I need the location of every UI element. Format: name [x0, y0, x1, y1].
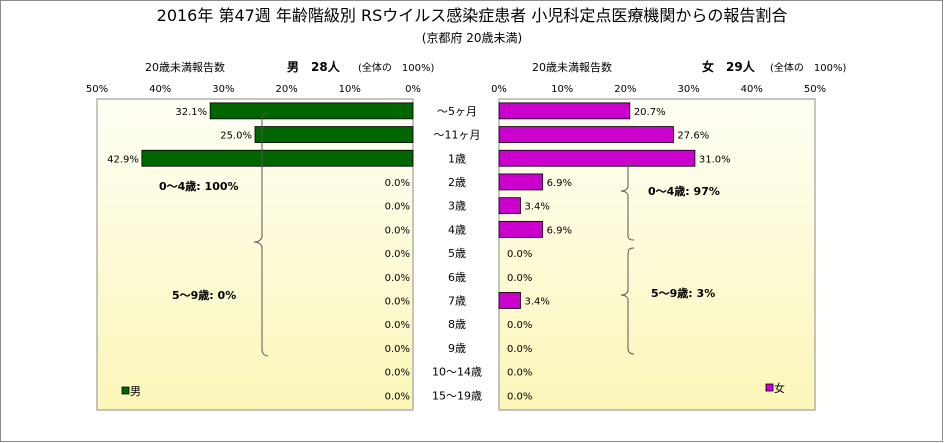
female-bar — [498, 102, 631, 120]
category-label: ～11ヶ月 — [434, 129, 481, 142]
female-data-label: 0.0% — [507, 391, 532, 402]
male-tick-label: 30% — [212, 84, 234, 95]
male-tick-label: 10% — [339, 84, 361, 95]
female-data-label: 6.9% — [547, 178, 572, 189]
male-count-label: 20歳未満報告数 — [145, 61, 225, 74]
male-bracket-0-4 — [253, 112, 269, 249]
category-label: 5歳 — [448, 247, 466, 260]
female-data-label: 20.7% — [634, 107, 666, 118]
female-legend-swatch — [765, 383, 774, 392]
male-data-label: 32.1% — [175, 107, 207, 118]
category-label: 4歳 — [448, 223, 466, 236]
female-tick-label: 0% — [491, 84, 507, 95]
female-bracket-5-9 — [620, 247, 635, 355]
female-data-label: 3.4% — [524, 296, 549, 307]
female-data-label: 3.4% — [524, 202, 549, 213]
female-data-label: 0.0% — [507, 249, 532, 260]
female-series: 20.7% 27.6% 31.0% 6.9% 3.4% 6.9% 0.0% 0.0% 3.4% 0… — [498, 102, 731, 402]
male-group-label-5-9: 5～9歳: 0% — [172, 288, 236, 302]
male-legend-swatch — [121, 386, 130, 395]
female-bracket-0-4 — [620, 163, 635, 241]
male-data-label: 0.0% — [385, 320, 410, 331]
category-label: 8歳 — [448, 318, 466, 331]
female-data-label: 0.0% — [507, 344, 532, 355]
male-data-label: 0.0% — [385, 296, 410, 307]
male-legend-label: 男 — [130, 385, 141, 398]
female-tick-label: 20% — [614, 84, 636, 95]
male-data-label: 42.9% — [107, 154, 139, 165]
female-count-label: 20歳未満報告数 — [532, 61, 612, 74]
male-group-label-0-4: 0～4歳: 100% — [159, 179, 239, 193]
male-data-label: 0.0% — [385, 225, 410, 236]
category-label: 6歳 — [448, 271, 466, 284]
male-plot-area — [96, 98, 414, 411]
male-tick-label: 20% — [275, 84, 297, 95]
category-label: 2歳 — [448, 176, 466, 189]
male-bar — [209, 102, 414, 120]
female-bar — [498, 173, 544, 191]
male-tick-label: 40% — [149, 84, 171, 95]
category-label: 10～14歳 — [432, 366, 482, 379]
category-label: 9歳 — [448, 342, 466, 355]
female-plot-area — [498, 98, 816, 411]
female-legend: 女 — [765, 381, 785, 395]
chart-subtitle: (京都府 20歳未満) — [422, 30, 522, 45]
male-data-label: 0.0% — [385, 178, 410, 189]
male-bracket-5-9 — [261, 248, 269, 357]
male-tick-label: 0% — [405, 84, 421, 95]
female-header-title: 女 29人 — [702, 59, 756, 74]
male-data-label: 25.0% — [220, 131, 252, 142]
female-data-label: 0.0% — [507, 320, 532, 331]
category-label: 3歳 — [448, 200, 466, 213]
male-data-label: 0.0% — [385, 344, 410, 355]
male-header-note: (全体の 100%) — [358, 61, 434, 74]
male-series: 32.1% 25.0% 42.9% 0.0% 0.0% 0.0% 0.0% 0.0% 0.0% 0… — [107, 102, 414, 402]
female-bar — [498, 126, 674, 143]
category-label: 1歳 — [448, 152, 466, 165]
female-header-note: (全体の 100%) — [770, 61, 846, 74]
male-x-axis: 50% 40% 30% 20% 10% 0% — [86, 84, 421, 95]
female-tick-label: 30% — [677, 84, 699, 95]
female-brackets — [620, 163, 635, 355]
female-bar — [498, 220, 544, 238]
female-data-label: 0.0% — [507, 273, 532, 284]
male-legend: 男 — [121, 385, 141, 398]
female-data-label: 6.9% — [547, 225, 572, 236]
male-tick-label: 50% — [86, 84, 108, 95]
female-data-label: 27.6% — [677, 131, 709, 142]
male-bar — [254, 126, 414, 143]
male-header-title: 男 28人 — [287, 59, 341, 74]
male-data-label: 0.0% — [385, 391, 410, 402]
female-group-label-0-4: 0～4歳: 97% — [648, 184, 720, 198]
female-tick-label: 40% — [741, 84, 763, 95]
category-label: 15～19歳 — [432, 389, 482, 402]
female-legend-label: 女 — [774, 381, 785, 395]
male-brackets — [253, 112, 269, 357]
female-bar — [498, 197, 521, 215]
male-data-label: 0.0% — [385, 202, 410, 213]
female-x-axis: 0% 10% 20% 30% 40% 50% — [491, 84, 826, 95]
male-data-label: 0.0% — [385, 249, 410, 260]
female-tick-label: 50% — [804, 84, 826, 95]
female-group-label-5-9: 5～9歳: 3% — [651, 286, 715, 300]
male-data-label: 0.0% — [385, 368, 410, 379]
female-data-label: 31.0% — [699, 154, 731, 165]
chart-title: 2016年 第47週 年齢階級別 RSウイルス感染症患者 小児科定点医療機関から… — [157, 6, 788, 25]
female-bar — [498, 149, 696, 167]
female-tick-label: 10% — [551, 84, 573, 95]
category-label: 7歳 — [448, 294, 466, 307]
female-bar — [498, 292, 521, 309]
male-data-label: 0.0% — [385, 273, 410, 284]
male-bar — [141, 149, 414, 167]
female-data-label: 0.0% — [507, 368, 532, 379]
category-axis: ～5ヶ月 ～11ヶ月 1歳 2歳 3歳 4歳 5歳 6歳 7歳 8歳 9歳 10～14歳 15～19歳 — [432, 105, 482, 402]
category-label: ～5ヶ月 — [437, 105, 477, 118]
